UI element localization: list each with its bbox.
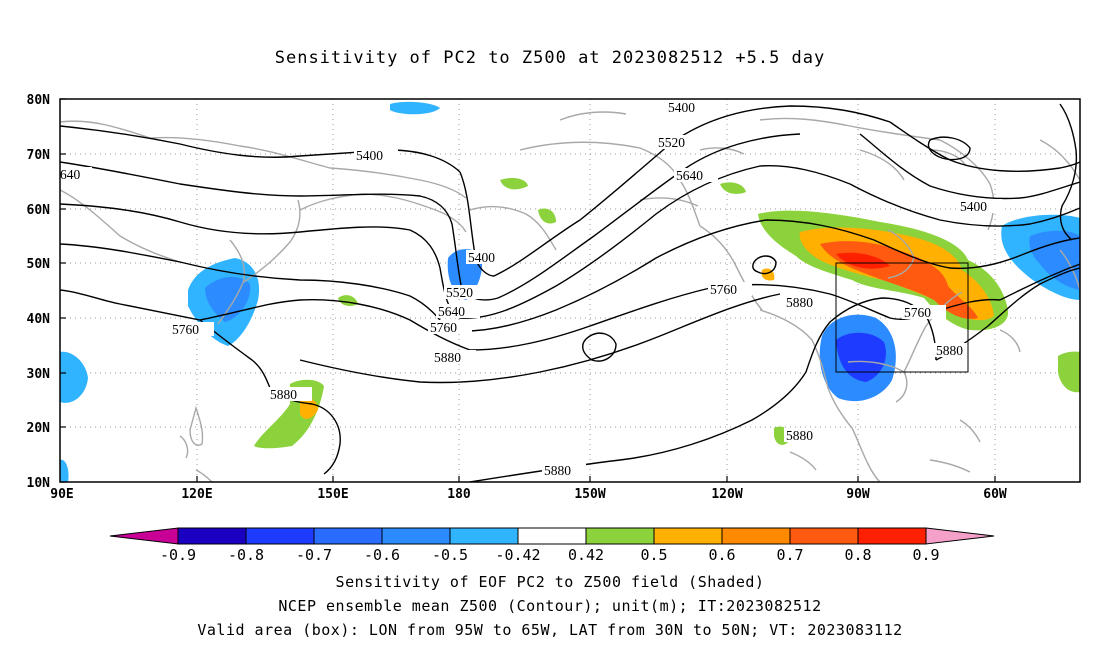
colorbar-swatch <box>449 527 519 545</box>
lon-label: 180 <box>447 487 471 502</box>
lat-label: 80N <box>27 93 51 108</box>
lon-label: 90W <box>846 487 870 502</box>
shade-positive-rcanada <box>720 182 746 194</box>
contour-label: 5880 <box>434 350 461 365</box>
shade-negative-bering <box>390 101 440 115</box>
contour-label: 5760 <box>172 322 199 337</box>
shade-negative-west <box>60 351 88 403</box>
colorbar-label: -0.6 <box>364 546 400 564</box>
colorbar-swatch <box>857 527 927 545</box>
colorbar-label: -0.9 <box>160 546 196 564</box>
contour-label: 5640 <box>676 168 703 183</box>
contour-label: 5400 <box>960 199 987 214</box>
contour-label: 5760 <box>904 305 931 320</box>
lat-label: 70N <box>27 148 51 163</box>
colorbar-labels: -0.9 -0.8 -0.7 -0.6 -0.5 -0.42 0.42 0.5 0.6 0.7 0.… <box>160 546 940 564</box>
contour-label: 5520 <box>658 135 685 150</box>
lon-label: 150E <box>317 487 348 502</box>
colorbar-swatch <box>517 527 587 545</box>
lat-labels: 80N 70N 60N 50N 40N 30N 20N 10N <box>27 93 51 491</box>
contour-label: 5520 <box>446 285 473 300</box>
lat-label: 10N <box>27 476 51 491</box>
lon-label: 120W <box>711 487 742 502</box>
shade-negative-atlantic-core <box>1029 230 1080 290</box>
colorbar-swatch <box>789 527 859 545</box>
colorbar <box>109 527 995 545</box>
contour-label: 5400 <box>468 250 495 265</box>
lon-label: 60W <box>983 487 1007 502</box>
shade-negative-sw <box>60 459 69 482</box>
colorbar-right-tail <box>925 527 995 545</box>
lon-label: 90E <box>50 487 73 502</box>
colorbar-swatch <box>585 527 655 545</box>
colorbar-left-tail <box>109 527 179 545</box>
colorbar-label: 0.8 <box>844 546 871 564</box>
colorbar-label: 0.7 <box>776 546 803 564</box>
colorbar-swatch <box>313 527 383 545</box>
contour-labels: 5400 5400 5400 5400 5520 5520 640 5640 5… <box>60 100 1002 478</box>
lat-label: 20N <box>27 421 51 436</box>
colorbar-swatch <box>245 527 315 545</box>
contour-label: 5640 <box>438 304 465 319</box>
shade-positive-eastatl <box>1058 351 1080 393</box>
colorbar-swatch <box>381 527 451 545</box>
colorbar-label: 0.42 <box>568 546 604 564</box>
shade-positive-alaska <box>500 178 528 190</box>
lon-labels: 90E 120E 150E 180 150W 120W 90W 60W <box>50 487 1007 502</box>
colorbar-swatch <box>653 527 723 545</box>
contour-label: 5760 <box>710 282 737 297</box>
contour-label: 5880 <box>544 463 571 478</box>
colorbar-swatch <box>721 527 791 545</box>
shade-negative-gulf-core <box>836 332 886 382</box>
lon-label: 120E <box>181 487 212 502</box>
colorbar-label: -0.5 <box>432 546 468 564</box>
colorbar-label: -0.8 <box>228 546 264 564</box>
contour-label: 5880 <box>786 295 813 310</box>
colorbar-label: -0.42 <box>495 546 540 564</box>
contour-label: 5760 <box>430 320 457 335</box>
shade-positive-canada-core <box>836 252 890 269</box>
footer-line-3: Valid area (box): LON from 95W to 65W, L… <box>197 621 903 639</box>
lat-label: 50N <box>27 257 51 272</box>
lon-label: 150W <box>574 487 605 502</box>
tick-marks <box>60 98 996 483</box>
shade-positive-alaska2 <box>538 208 556 224</box>
lat-label: 30N <box>27 367 51 382</box>
contour-label: 5880 <box>270 387 297 402</box>
lat-label: 60N <box>27 203 51 218</box>
contour-label: 640 <box>60 167 81 182</box>
chart-title: Sensitivity of PC2 to Z500 at 2023082512… <box>274 48 826 68</box>
colorbar-swatch <box>177 527 247 545</box>
colorbar-label: 0.9 <box>912 546 939 564</box>
contour-label: 5400 <box>356 148 383 163</box>
footer-line-1: Sensitivity of EOF PC2 to Z500 field (Sh… <box>335 573 765 591</box>
contour-label: 5880 <box>786 428 813 443</box>
contour-label: 5400 <box>668 100 695 115</box>
lat-label: 40N <box>27 312 51 327</box>
contour-label: 5880 <box>936 343 963 358</box>
footer-line-2: NCEP ensemble mean Z500 (Contour); unit(… <box>278 597 822 615</box>
colorbar-label: -0.7 <box>296 546 332 564</box>
plot-frame <box>59 98 1081 483</box>
colorbar-label: 0.6 <box>708 546 735 564</box>
colorbar-label: 0.5 <box>640 546 667 564</box>
valid-area-box <box>835 262 969 373</box>
